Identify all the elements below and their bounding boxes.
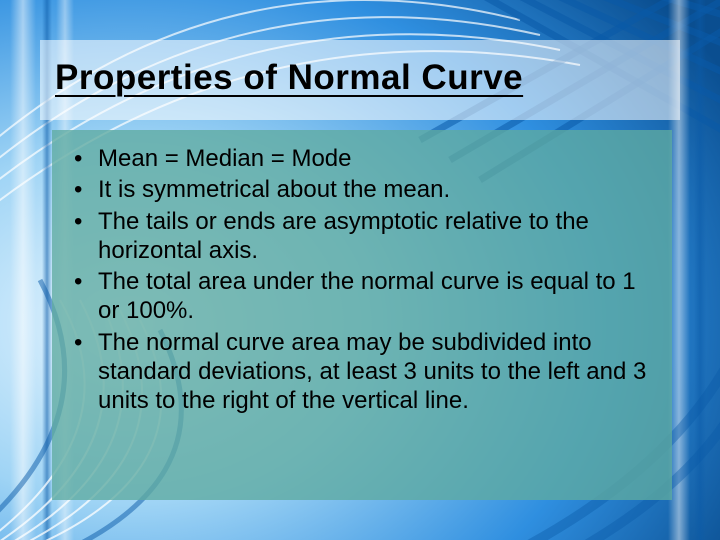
list-item: It is symmetrical about the mean. bbox=[72, 175, 652, 204]
slide-title: Properties of Normal Curve bbox=[55, 58, 690, 98]
bullet-list: Mean = Median = Mode It is symmetrical a… bbox=[72, 144, 652, 415]
list-item: The normal curve area may be subdivided … bbox=[72, 328, 652, 416]
list-item: Mean = Median = Mode bbox=[72, 144, 652, 173]
list-item: The tails or ends are asymptotic relativ… bbox=[72, 207, 652, 266]
list-item: The total area under the normal curve is… bbox=[72, 267, 652, 326]
content-panel: Mean = Median = Mode It is symmetrical a… bbox=[52, 130, 672, 500]
